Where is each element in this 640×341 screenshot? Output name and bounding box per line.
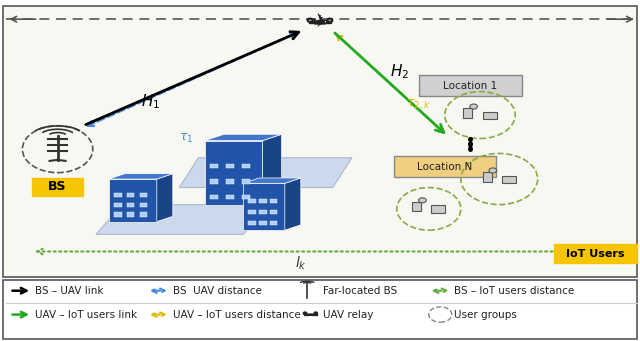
Polygon shape xyxy=(242,179,250,184)
Circle shape xyxy=(489,168,497,173)
Polygon shape xyxy=(205,140,262,205)
Polygon shape xyxy=(307,314,314,315)
Polygon shape xyxy=(114,203,122,207)
Circle shape xyxy=(419,198,426,203)
Text: UAV – IoT users distance: UAV – IoT users distance xyxy=(173,310,301,320)
Polygon shape xyxy=(140,193,147,197)
Polygon shape xyxy=(269,210,277,214)
Polygon shape xyxy=(243,183,285,230)
Polygon shape xyxy=(259,221,267,225)
Polygon shape xyxy=(157,174,173,222)
Polygon shape xyxy=(243,178,301,183)
Polygon shape xyxy=(114,193,122,197)
Text: BS: BS xyxy=(49,180,67,193)
Polygon shape xyxy=(248,221,256,225)
Polygon shape xyxy=(304,314,307,315)
FancyBboxPatch shape xyxy=(463,108,472,118)
Text: IoT Users: IoT Users xyxy=(566,249,625,258)
Polygon shape xyxy=(314,314,317,315)
Polygon shape xyxy=(259,210,267,214)
Polygon shape xyxy=(248,199,256,203)
Text: User groups: User groups xyxy=(454,310,517,320)
Text: Far-located BS: Far-located BS xyxy=(323,286,397,296)
FancyBboxPatch shape xyxy=(483,172,492,181)
Polygon shape xyxy=(210,179,218,184)
Polygon shape xyxy=(109,179,157,222)
Polygon shape xyxy=(226,164,234,168)
Polygon shape xyxy=(248,210,256,214)
Polygon shape xyxy=(127,212,134,217)
Polygon shape xyxy=(127,203,134,207)
Polygon shape xyxy=(109,174,173,179)
Polygon shape xyxy=(127,193,134,197)
Text: $\tau_{2,k}$: $\tau_{2,k}$ xyxy=(406,97,431,112)
Polygon shape xyxy=(326,21,332,23)
FancyBboxPatch shape xyxy=(431,205,445,213)
FancyBboxPatch shape xyxy=(32,178,83,196)
Text: $l_k$: $l_k$ xyxy=(295,255,307,272)
Polygon shape xyxy=(314,22,326,24)
FancyBboxPatch shape xyxy=(419,75,522,96)
FancyBboxPatch shape xyxy=(394,157,496,177)
Text: UAV – IoT users link: UAV – IoT users link xyxy=(35,310,138,320)
Polygon shape xyxy=(269,199,277,203)
Polygon shape xyxy=(210,164,218,168)
Text: Location 1: Location 1 xyxy=(444,81,497,91)
Polygon shape xyxy=(140,203,147,207)
FancyBboxPatch shape xyxy=(554,244,637,263)
Polygon shape xyxy=(269,221,277,225)
Text: BS – IoT users distance: BS – IoT users distance xyxy=(454,286,575,296)
Polygon shape xyxy=(114,212,122,217)
Polygon shape xyxy=(179,158,352,188)
Text: $H_1$: $H_1$ xyxy=(141,92,160,111)
Polygon shape xyxy=(226,195,234,199)
Polygon shape xyxy=(259,199,267,203)
FancyBboxPatch shape xyxy=(412,202,421,211)
Text: $\tau_1$: $\tau_1$ xyxy=(179,132,193,145)
Polygon shape xyxy=(205,134,282,140)
FancyBboxPatch shape xyxy=(3,280,637,339)
Text: BS  UAV distance: BS UAV distance xyxy=(173,286,262,296)
Polygon shape xyxy=(226,179,234,184)
Text: Location N: Location N xyxy=(417,162,472,172)
FancyBboxPatch shape xyxy=(3,6,637,277)
Polygon shape xyxy=(308,21,314,23)
Polygon shape xyxy=(242,164,250,168)
Polygon shape xyxy=(262,134,282,205)
Text: BS – UAV link: BS – UAV link xyxy=(35,286,104,296)
Text: UAV relay: UAV relay xyxy=(323,310,374,320)
Polygon shape xyxy=(285,178,301,230)
Polygon shape xyxy=(96,205,269,235)
Polygon shape xyxy=(210,195,218,199)
Polygon shape xyxy=(242,195,250,199)
Polygon shape xyxy=(140,212,147,217)
Circle shape xyxy=(470,104,477,109)
FancyBboxPatch shape xyxy=(483,112,497,119)
Text: ✈: ✈ xyxy=(312,12,328,31)
Text: $H_2$: $H_2$ xyxy=(390,63,410,81)
FancyBboxPatch shape xyxy=(502,176,516,183)
